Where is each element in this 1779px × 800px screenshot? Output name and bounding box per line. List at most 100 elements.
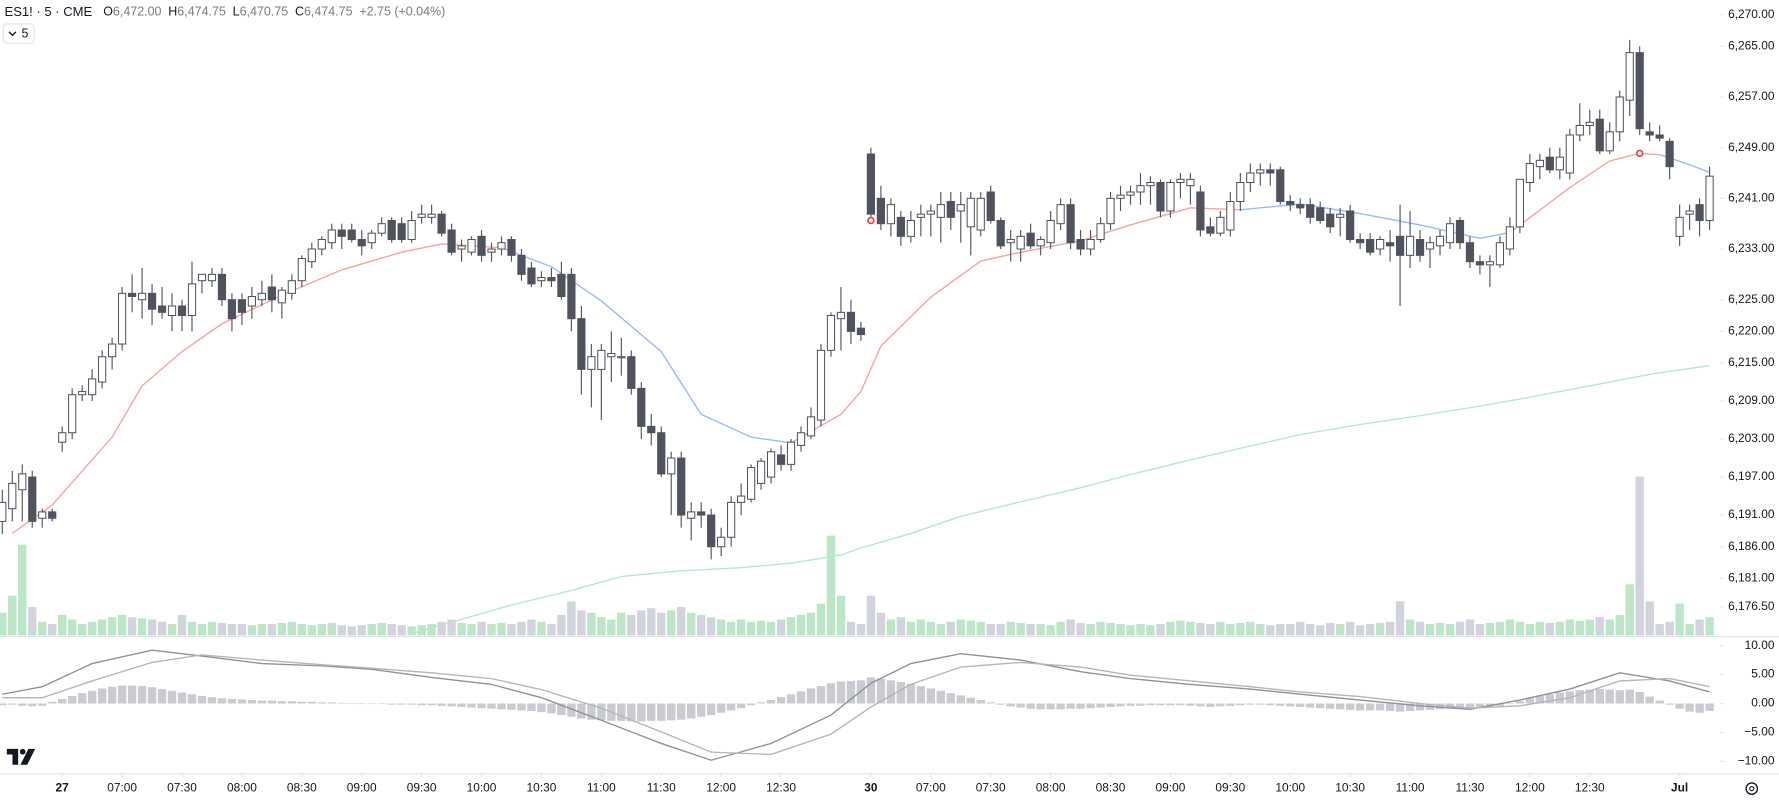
macd-histogram-bar <box>337 702 346 704</box>
macd-histogram-bar <box>18 703 27 706</box>
candle-body <box>307 248 316 263</box>
volume-bar <box>627 615 636 636</box>
macd-histogram-bar <box>966 697 975 704</box>
volume-bar <box>147 619 157 636</box>
candle-body <box>896 216 905 237</box>
macd-histogram-bar <box>157 689 167 704</box>
candle-body <box>567 273 576 320</box>
x-tick-label: 07:30 <box>167 781 197 795</box>
settings-gear-center[interactable] <box>1749 785 1755 792</box>
candle-body <box>1046 219 1055 244</box>
candle-body <box>447 229 456 253</box>
volume-bar <box>367 624 376 636</box>
macd-histogram-bar <box>477 703 486 709</box>
candle-body <box>277 289 286 304</box>
macd-histogram-bar <box>1156 703 1165 706</box>
y-tick-label: 6,265.00 <box>1728 38 1775 52</box>
volume-bar <box>667 610 676 636</box>
x-tick-label: 11:30 <box>1456 781 1485 795</box>
macd-histogram-bar <box>796 691 806 704</box>
macd-histogram-bar <box>0 703 7 706</box>
volume-bar <box>1365 624 1375 636</box>
volume-bar <box>1176 620 1185 636</box>
macd-histogram-bar <box>986 702 995 704</box>
volume-bar <box>1575 620 1584 636</box>
volume-bar <box>1435 622 1445 636</box>
y-tick-label: 6,203.00 <box>1728 431 1775 445</box>
tradingview-logo[interactable] <box>6 748 36 765</box>
candle-body <box>417 213 426 218</box>
volume-bar <box>187 621 197 636</box>
candle-body <box>1036 239 1045 247</box>
volume-bar <box>796 615 806 636</box>
macd-histogram-bar <box>237 699 247 704</box>
volume-bar <box>247 625 257 636</box>
candle-body <box>327 229 336 244</box>
macd-histogram-bar <box>637 703 646 722</box>
candle-body <box>537 277 546 282</box>
volume-bar <box>617 612 626 636</box>
volume-bar <box>637 610 646 636</box>
macd-histogram-bar <box>1625 689 1634 704</box>
logo-part[interactable] <box>20 748 36 765</box>
macd-histogram-bar <box>107 686 117 704</box>
volume-bar <box>167 624 177 636</box>
candle-body <box>1186 178 1195 187</box>
toggle-count[interactable]: 5 <box>22 26 29 40</box>
logo-part[interactable] <box>19 748 26 755</box>
macd-histogram-bar <box>267 700 277 704</box>
volume-bar <box>527 619 536 636</box>
toggle-chevron[interactable] <box>8 31 17 37</box>
candle-body <box>127 292 137 298</box>
volume-bar <box>1126 625 1135 636</box>
macd-histogram-bar <box>247 700 257 704</box>
macd-histogram-bar <box>1286 703 1295 707</box>
logo-part[interactable] <box>6 748 19 765</box>
candle-body <box>1625 52 1634 101</box>
candle-body <box>427 213 436 218</box>
macd-histogram-bar <box>537 703 546 713</box>
candle-body <box>1575 124 1584 136</box>
candle-body <box>1266 169 1275 174</box>
candle-body <box>1615 96 1624 133</box>
volume-bar <box>8 595 17 636</box>
indicators-toggle[interactable]: 5 <box>2 23 35 44</box>
candle-body <box>986 191 995 222</box>
toggle-box[interactable] <box>2 23 35 44</box>
macd-histogram-bar <box>726 703 736 711</box>
macd-histogram-bar <box>1276 703 1285 706</box>
x-tick-label: 09:00 <box>347 781 377 795</box>
macd-histogram-bar <box>1316 703 1325 709</box>
settings-gear[interactable] <box>1745 782 1759 795</box>
volume-bar <box>756 620 766 636</box>
candle-body <box>1316 207 1325 222</box>
macd-histogram-bar <box>647 703 656 721</box>
macd-histogram-bar <box>517 703 526 711</box>
macd-histogram-bar <box>1495 703 1505 706</box>
volume-bar <box>1146 625 1155 636</box>
macd-line <box>2 654 1710 756</box>
volume-bar <box>1206 624 1215 636</box>
macd-histogram-bar <box>896 682 906 704</box>
candle-body <box>397 223 406 241</box>
macd-histogram-bar <box>1515 701 1525 704</box>
macd-histogram-bar <box>996 703 1005 705</box>
macd-histogram-bar <box>487 703 496 709</box>
candle-body <box>167 305 177 317</box>
settings-button[interactable] <box>1745 782 1759 795</box>
macd-histogram-bar <box>567 703 576 717</box>
candle-body <box>1705 175 1714 222</box>
volume-bar <box>97 619 107 636</box>
macd-histogram-bar <box>497 703 506 710</box>
candle-body <box>1336 213 1345 218</box>
moving-average <box>501 153 1710 444</box>
candle-body <box>317 239 326 250</box>
candle-body <box>527 267 536 285</box>
macd-histogram-bar <box>1605 689 1614 704</box>
macd-histogram-bar <box>1415 703 1425 711</box>
macd-histogram-bar <box>806 688 816 704</box>
candle-body <box>587 356 596 370</box>
candle-body <box>1475 261 1485 266</box>
macd-histogram-bar <box>756 702 766 704</box>
volume-bar <box>267 624 277 636</box>
